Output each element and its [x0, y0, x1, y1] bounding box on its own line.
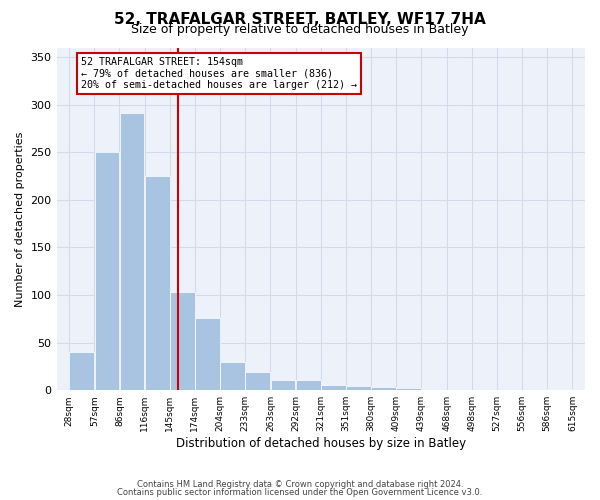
Bar [321, 386, 346, 390]
X-axis label: Distribution of detached houses by size in Batley: Distribution of detached houses by size … [176, 437, 466, 450]
Bar [397, 388, 421, 390]
Bar [371, 388, 396, 390]
Text: Size of property relative to detached houses in Batley: Size of property relative to detached ho… [131, 22, 469, 36]
Text: 52 TRAFALGAR STREET: 154sqm
← 79% of detached houses are smaller (836)
20% of se: 52 TRAFALGAR STREET: 154sqm ← 79% of det… [81, 57, 357, 90]
Bar [220, 362, 245, 390]
Text: Contains HM Land Registry data © Crown copyright and database right 2024.: Contains HM Land Registry data © Crown c… [137, 480, 463, 489]
Bar [119, 113, 145, 390]
Bar [145, 176, 170, 390]
Bar [245, 372, 270, 390]
Bar [70, 352, 94, 390]
Y-axis label: Number of detached properties: Number of detached properties [15, 131, 25, 306]
Bar [95, 152, 119, 390]
Bar [346, 386, 371, 390]
Bar [296, 380, 320, 390]
Text: 52, TRAFALGAR STREET, BATLEY, WF17 7HA: 52, TRAFALGAR STREET, BATLEY, WF17 7HA [114, 12, 486, 28]
Bar [170, 292, 195, 390]
Bar [271, 380, 295, 390]
Bar [195, 318, 220, 390]
Text: Contains public sector information licensed under the Open Government Licence v3: Contains public sector information licen… [118, 488, 482, 497]
